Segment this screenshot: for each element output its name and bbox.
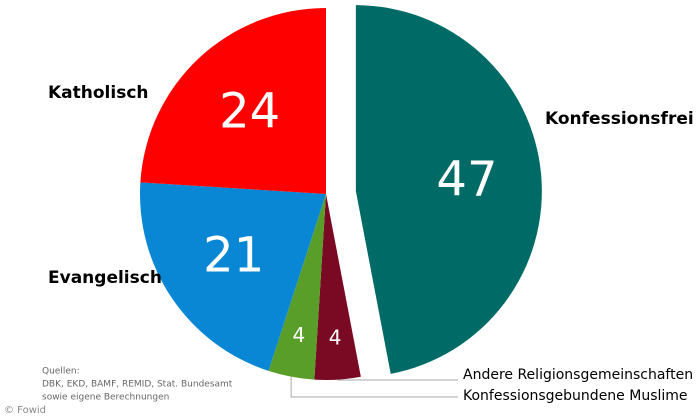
data-label: 24	[219, 84, 280, 140]
pie-slice	[140, 8, 326, 194]
pie-slice	[268, 194, 326, 380]
pie-slice	[314, 194, 361, 380]
category-label: Katholisch	[48, 83, 149, 103]
source-line: DBK, EKD, BAMF, REMID, Stat. Bundesamt	[42, 380, 233, 390]
category-label: Evangelisch	[48, 268, 162, 288]
category-label: Konfessionsgebundene Muslime	[463, 388, 688, 404]
credit: © Fowid	[4, 405, 46, 416]
category-label: Konfessionsfrei	[545, 109, 694, 129]
source-line: sowie eigene Berechnungen	[42, 393, 169, 403]
pie-slice	[355, 5, 542, 374]
data-label: 21	[203, 228, 264, 284]
category-label: Andere Religionsgemeinschaften	[463, 367, 693, 383]
data-label: 47	[436, 152, 497, 208]
source-line: Quellen:	[42, 367, 80, 377]
data-label: 4	[292, 323, 305, 347]
data-label: 4	[329, 325, 342, 349]
pie-slice	[140, 182, 326, 371]
leader-line	[290, 376, 458, 398]
